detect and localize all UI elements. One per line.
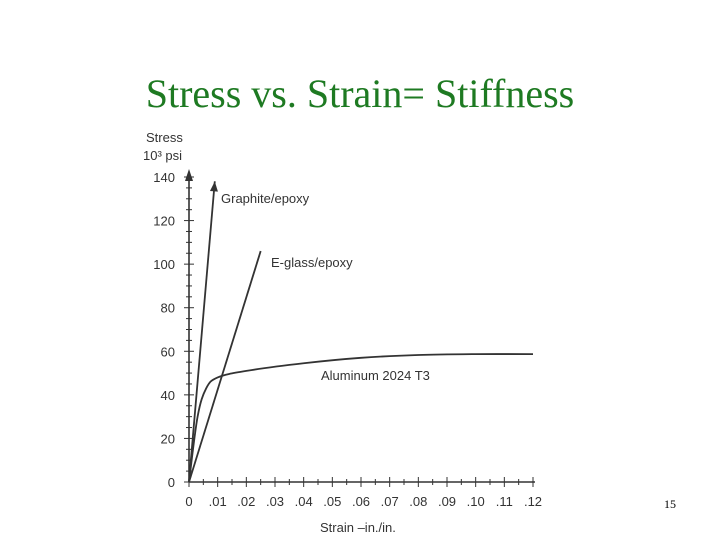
y-axis-title: Stress	[146, 130, 183, 145]
series-line-aluminum-2024-t3	[188, 353, 534, 483]
x-tick-label: .07	[381, 494, 399, 509]
x-axis-title: Strain –in./in.	[320, 520, 396, 535]
series-group	[188, 181, 534, 483]
y-tick-label: 60	[161, 344, 175, 359]
x-tick-label: .03	[266, 494, 284, 509]
series-arrow-graphite-epoxy	[209, 181, 218, 192]
series-line-e-glass-epoxy	[188, 250, 262, 483]
chart-labels: Stress 10³ psi Strain –in./in. Graphite/…	[143, 130, 430, 535]
page-number: 15	[664, 497, 676, 511]
x-tick-label: .11	[496, 494, 513, 509]
y-tick-label: 80	[161, 301, 175, 316]
y-tick-label: 40	[161, 388, 175, 403]
x-tick-label: .04	[295, 494, 313, 509]
y-tick-label: 20	[161, 431, 175, 446]
x-tick-label: 0	[185, 494, 192, 509]
x-tick-group: 0 .01 .02 .03 .04 .05 .06 .07 .08 .09 .10 .11 .12	[185, 477, 542, 509]
slide-title: Stress vs. Strain= Stiffness	[145, 71, 575, 116]
x-tick-label: .08	[409, 494, 427, 509]
y-axis-arrow	[185, 169, 193, 181]
x-tick-label: .10	[467, 494, 485, 509]
y-tick-group: 0 20 40 60 80 100 120 140	[153, 170, 194, 490]
x-tick-label: .12	[524, 494, 542, 509]
x-tick-label: .01	[209, 494, 227, 509]
y-axis-unit: 10³ psi	[143, 148, 182, 163]
x-tick-label: .06	[352, 494, 370, 509]
y-tick-label: 100	[153, 257, 175, 272]
y-tick-label: 0	[168, 475, 175, 490]
y-tick-label: 140	[153, 170, 175, 185]
x-tick-label: .05	[323, 494, 341, 509]
series-label-graphite-epoxy: Graphite/epoxy	[221, 191, 310, 206]
series-line-graphite-epoxy	[188, 181, 216, 483]
x-tick-label: .02	[237, 494, 255, 509]
x-tick-label: .09	[438, 494, 456, 509]
series-label-aluminum: Aluminum 2024 T3	[321, 368, 430, 383]
y-tick-label: 120	[153, 214, 175, 229]
series-label-e-glass-epoxy: E-glass/epoxy	[271, 255, 353, 270]
